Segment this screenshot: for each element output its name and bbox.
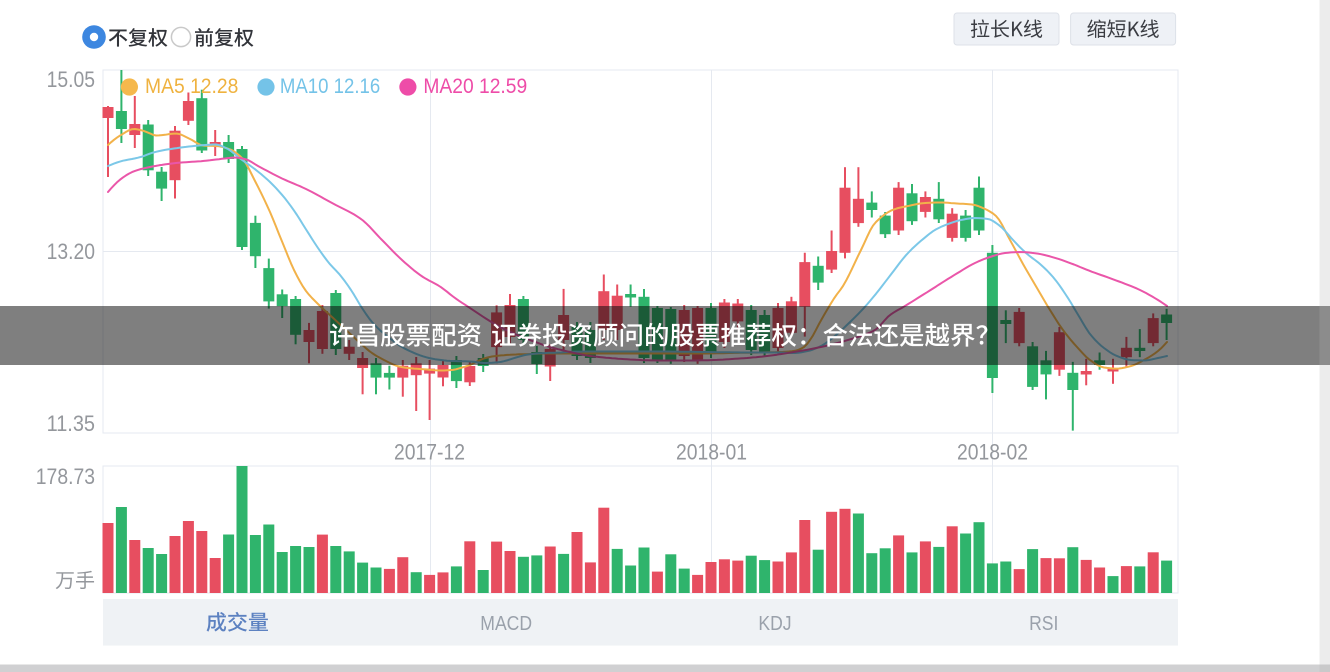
svg-text:11.35: 11.35 [47,411,95,436]
svg-text:MA5 12.28: MA5 12.28 [145,75,238,98]
svg-text:178.73: 178.73 [36,464,95,489]
svg-text:MACD: MACD [480,613,532,635]
svg-text:MA20 12.59: MA20 12.59 [423,75,527,98]
svg-text:2018-02: 2018-02 [957,440,1028,465]
svg-text:KDJ: KDJ [758,613,791,635]
svg-text:2018-01: 2018-01 [676,440,747,465]
svg-text:13.20: 13.20 [47,239,95,264]
svg-text:2017-12: 2017-12 [394,440,465,465]
svg-text:RSI: RSI [1029,613,1058,635]
svg-text:MA10 12.16: MA10 12.16 [280,75,380,98]
svg-text:15.05: 15.05 [47,67,95,92]
